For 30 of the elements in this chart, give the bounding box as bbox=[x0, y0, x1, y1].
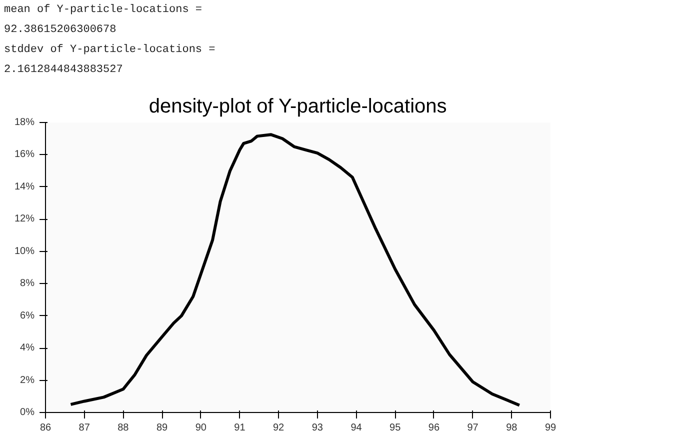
y-tick-label: 4% bbox=[20, 342, 35, 354]
y-tick-label: 14% bbox=[14, 181, 35, 192]
x-tick-label: 97 bbox=[467, 422, 479, 434]
line-series bbox=[69, 133, 521, 407]
x-tick-label: 95 bbox=[390, 422, 402, 434]
y-tick-label: 2% bbox=[20, 374, 35, 386]
x-tick-label: 90 bbox=[195, 422, 207, 434]
text: 92.38615206300678 bbox=[4, 24, 116, 36]
text: stddev of Y-particle-locations = bbox=[4, 44, 216, 56]
x-tick-label: 88 bbox=[118, 422, 130, 434]
x-tick-label: 91 bbox=[234, 422, 246, 434]
text: 2.1612844843883527 bbox=[4, 64, 123, 76]
x-tick-label: 86 bbox=[40, 422, 52, 434]
x-tick-label: 87 bbox=[78, 422, 90, 434]
y-tick-label: 12% bbox=[14, 214, 35, 225]
x-tick-label: 99 bbox=[544, 422, 556, 434]
x-tick-label: 96 bbox=[428, 422, 440, 434]
y-tick-label: 10% bbox=[14, 246, 35, 257]
x-tick-label: 89 bbox=[156, 422, 168, 434]
y-tick-label: 18% bbox=[14, 117, 35, 128]
y-tick-label: 16% bbox=[14, 149, 35, 160]
chart-title: density-plot of Y-particle-locations bbox=[148, 96, 447, 118]
y-tick-label: 8% bbox=[20, 278, 35, 290]
y-tick-label: 0% bbox=[20, 407, 35, 418]
x-tick-label: 93 bbox=[312, 422, 324, 434]
x-tick-label: 94 bbox=[350, 422, 362, 434]
text: mean of Y-particle-locations = bbox=[4, 4, 202, 16]
y-tick-label: 6% bbox=[20, 310, 35, 322]
x-tick-label: 98 bbox=[506, 422, 518, 434]
x-tick-label: 92 bbox=[273, 422, 285, 434]
